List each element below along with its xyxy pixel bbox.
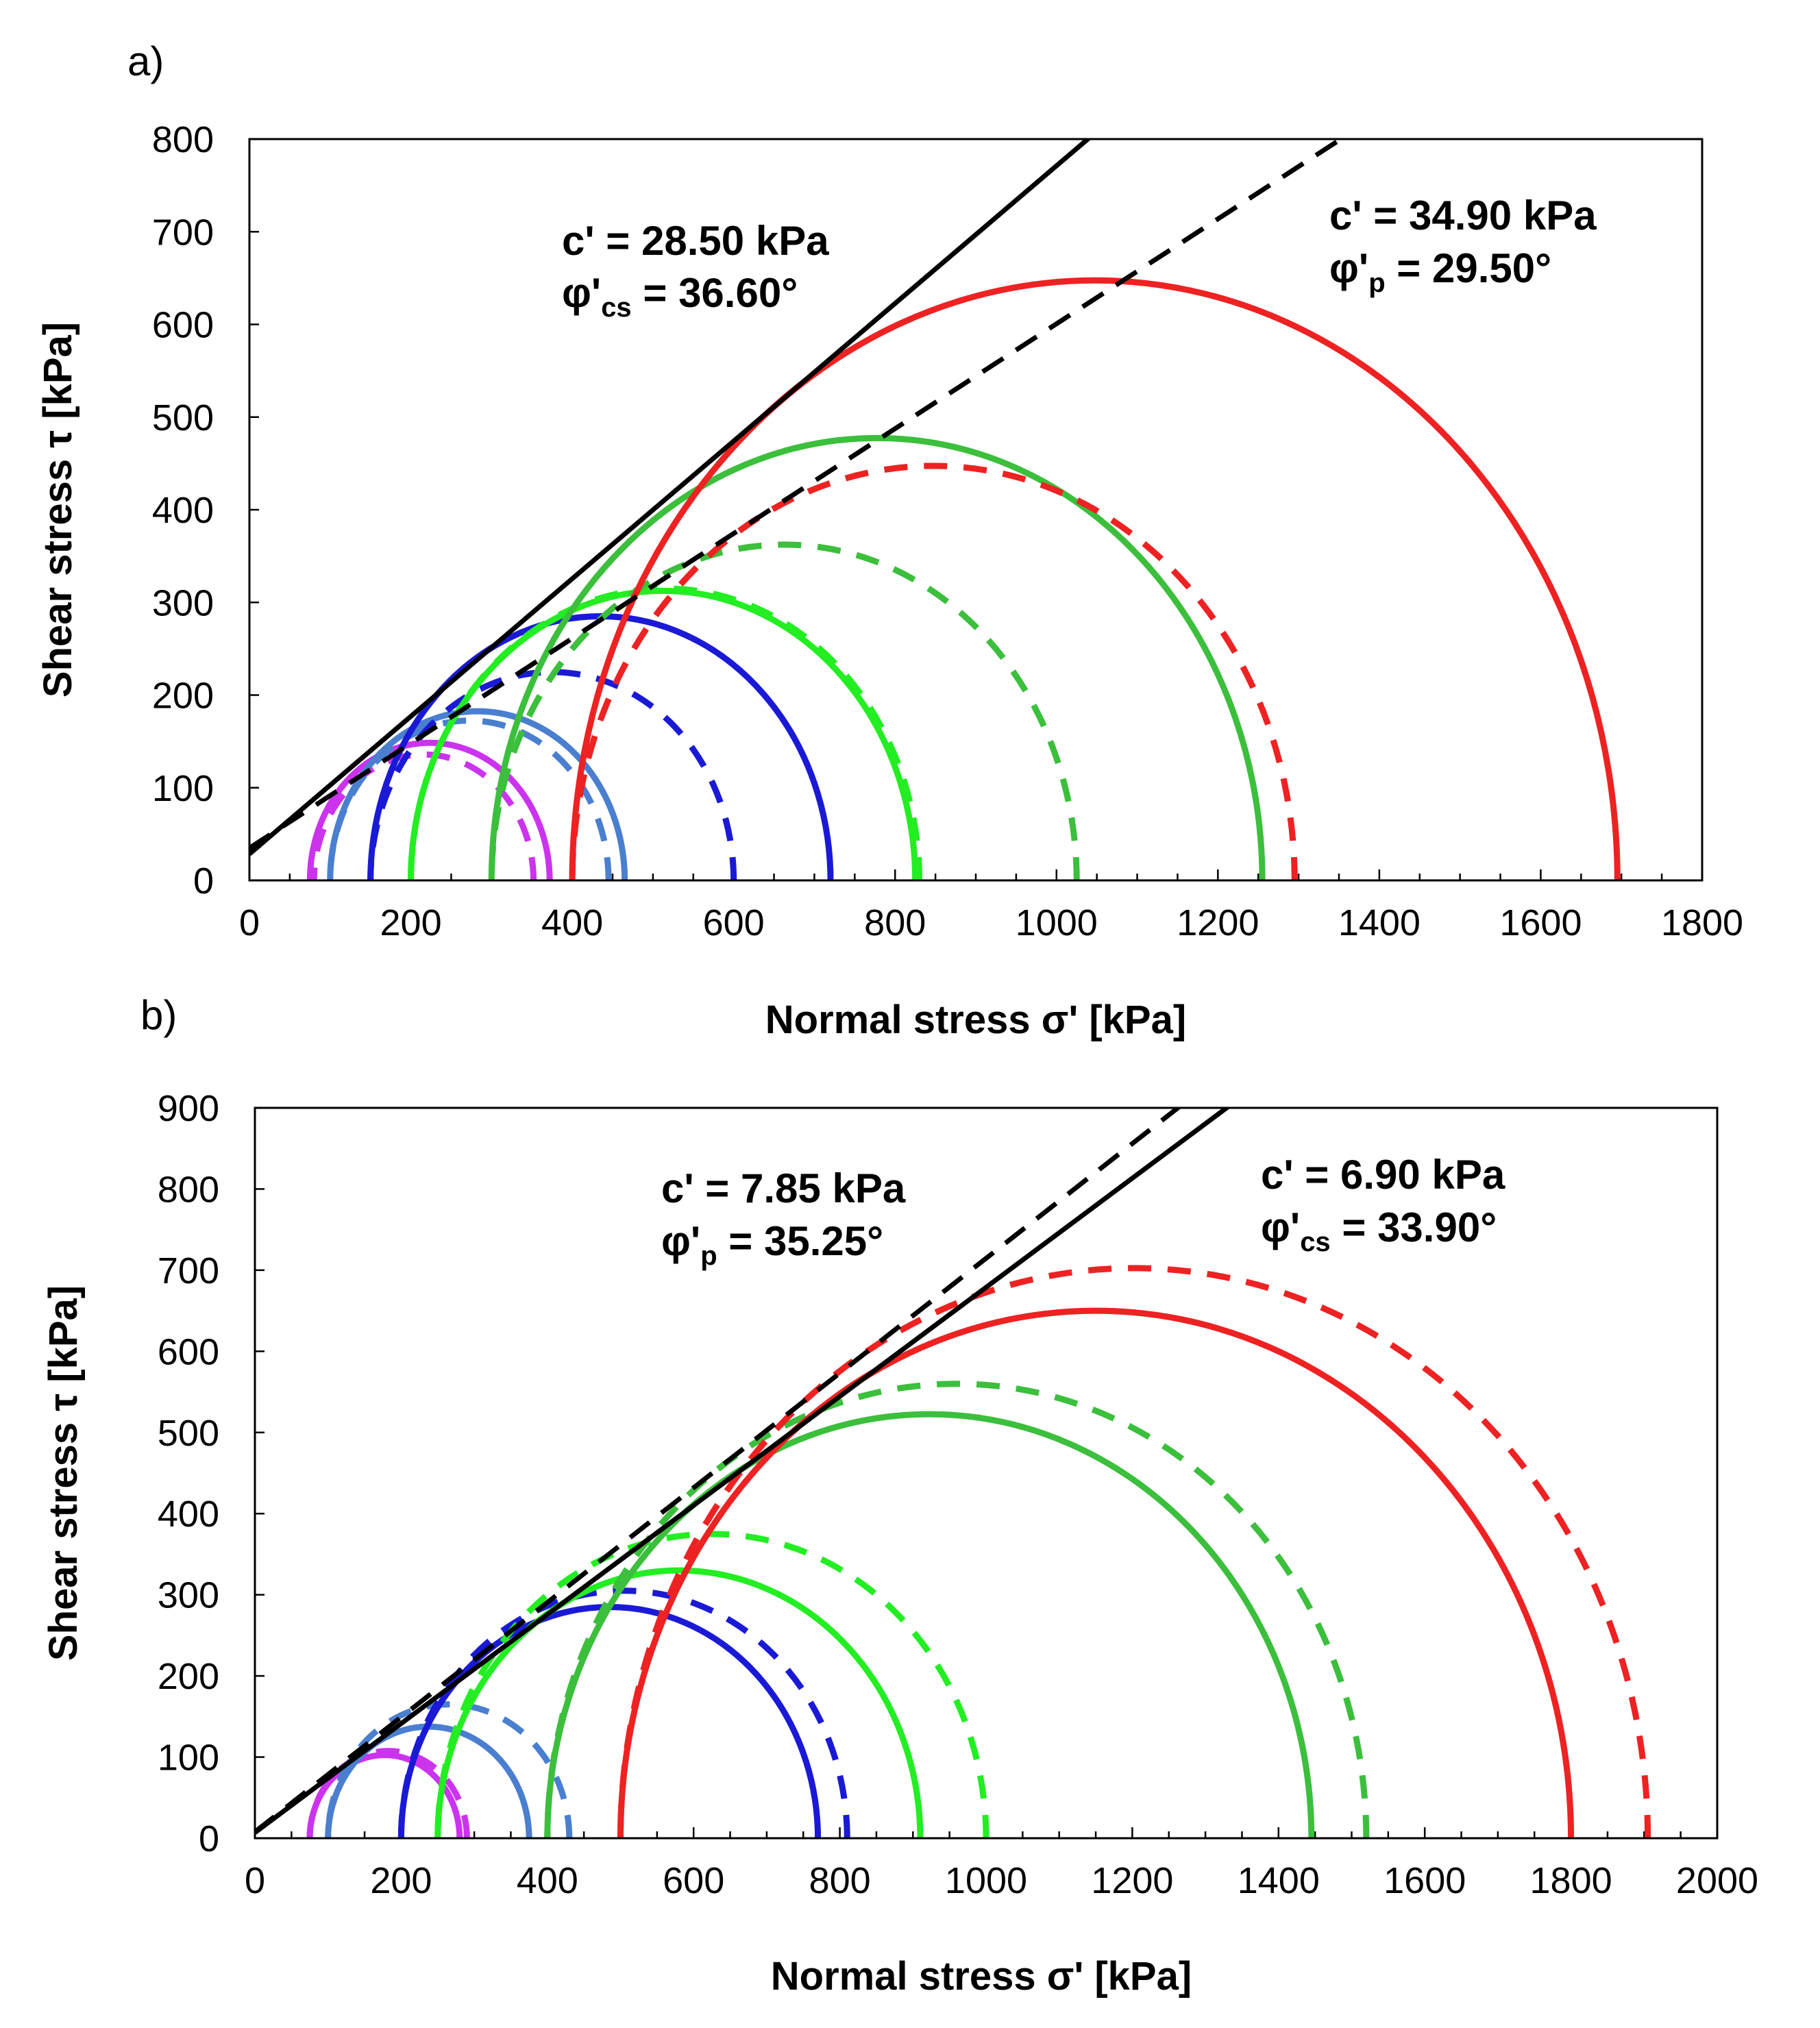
x-tick-label: 1800 xyxy=(1661,902,1743,943)
panel-b-plot-frame xyxy=(254,1106,1719,1840)
mohr-circle-solid xyxy=(306,1752,463,1838)
x-tick-label: 1000 xyxy=(1016,902,1098,943)
panel-b: b) 0 100 200 300 400 500 600 700 800 900 0 200 400 6… xyxy=(41,992,1758,1999)
panel-a-envelope-1-cohesion: c' = 28.50 kPa xyxy=(562,218,829,264)
y-tick-label: 200 xyxy=(152,676,214,717)
x-tick-label: 200 xyxy=(380,902,442,943)
y-tick-label: 400 xyxy=(152,490,214,531)
mohr-circle-solid xyxy=(434,1567,924,1838)
y-tick-label: 700 xyxy=(152,212,214,253)
x-tick-label: 1400 xyxy=(1338,902,1421,943)
panel-b-envelope-1-friction-angle: φ'p = 35.25° xyxy=(661,1218,883,1271)
mohr-circle-dashed xyxy=(325,1701,573,1838)
x-tick-label: 1600 xyxy=(1499,902,1582,943)
mohr-circle-solid xyxy=(488,435,1266,880)
mohr-circle-solid xyxy=(327,708,628,880)
failure-envelope-dashed xyxy=(249,139,1346,850)
panel-b-ticks xyxy=(254,1106,1719,1840)
x-tick-label: 1800 xyxy=(1530,1860,1612,1901)
x-tick-label: 600 xyxy=(703,902,765,943)
panel-a-x-axis-title: Normal stress σ' [kPa] xyxy=(765,998,1186,1042)
y-tick-label: 800 xyxy=(152,119,214,160)
panel-a-label: a) xyxy=(127,38,164,84)
panel-b-circles xyxy=(306,1265,1651,1838)
panel-b-label: b) xyxy=(140,992,177,1038)
x-tick-label: 1000 xyxy=(945,1860,1027,1901)
failure-envelope-solid xyxy=(249,139,1092,856)
x-tick-label: 800 xyxy=(809,1860,871,1901)
panel-a: a) 0 100 200 300 400 500 600 700 800 0 200 400 600 8… xyxy=(36,38,1743,1042)
panel-b-y-axis-title: Shear stress τ [kPa] xyxy=(41,1285,86,1661)
x-tick-label: 200 xyxy=(370,1860,432,1901)
y-tick-label: 400 xyxy=(158,1494,219,1535)
y-tick-label: 500 xyxy=(152,397,214,438)
mohr-circle-solid xyxy=(325,1723,532,1838)
mohr-circle-solid xyxy=(617,1307,1575,1838)
mohr-circle-solid xyxy=(306,739,553,880)
x-tick-label: 1600 xyxy=(1384,1860,1466,1901)
y-tick-label: 100 xyxy=(152,768,214,809)
x-tick-label: 800 xyxy=(864,902,926,943)
panel-b-envelope-1-cohesion: c' = 7.85 kPa xyxy=(661,1165,906,1211)
x-tick-label: 400 xyxy=(517,1860,578,1901)
panel-a-envelope-2-cohesion: c' = 34.90 kPa xyxy=(1329,193,1597,238)
mohr-circle-dashed xyxy=(434,1531,989,1838)
panel-a-envelope-2-friction-angle: φ'p = 29.50° xyxy=(1329,245,1551,298)
y-tick-label: 600 xyxy=(152,305,214,346)
mohr-circle-dashed xyxy=(544,1381,1370,1838)
mohr-circle-dashed xyxy=(310,751,537,880)
panel-b-x-tick-labels: 0 200 400 600 800 1000 1200 1400 1600 1800 2000 xyxy=(245,1860,1758,1901)
x-tick-label: 2000 xyxy=(1676,1860,1758,1901)
y-tick-label: 0 xyxy=(193,861,214,902)
panel-a-plot-area xyxy=(249,139,1702,880)
x-tick-label: 0 xyxy=(239,902,260,943)
panel-b-envelope-2-friction-angle: φ'cs = 33.90° xyxy=(1261,1204,1497,1257)
panel-a-plot-frame xyxy=(248,138,1704,882)
failure-envelope-solid xyxy=(255,1108,1231,1835)
y-tick-label: 200 xyxy=(158,1656,219,1697)
x-tick-label: 1200 xyxy=(1177,902,1259,943)
panel-b-envelope-2-cohesion: c' = 6.90 kPa xyxy=(1261,1152,1505,1198)
panel-a-x-tick-labels: 0 200 400 600 800 1000 1200 1400 1600 1800 xyxy=(239,902,1743,943)
mohr-circle-dashed xyxy=(408,585,923,880)
y-tick-label: 500 xyxy=(158,1413,219,1454)
y-tick-label: 700 xyxy=(158,1250,219,1291)
panel-a-envelopes xyxy=(249,139,1346,856)
panel-a-y-axis-title: Shear stress τ [kPa] xyxy=(36,322,80,697)
x-tick-label: 1200 xyxy=(1091,1860,1173,1901)
panel-a-envelope-1-friction-angle: φ'cs = 36.60° xyxy=(562,270,798,323)
mohr-circle-dashed xyxy=(617,1265,1651,1838)
mohr-circle-solid xyxy=(572,280,1617,880)
x-tick-label: 1400 xyxy=(1238,1860,1320,1901)
mohr-circle-solid xyxy=(408,587,919,880)
y-tick-label: 100 xyxy=(158,1738,219,1779)
y-tick-label: 600 xyxy=(158,1331,219,1372)
panel-b-x-axis-title: Normal stress σ' [kPa] xyxy=(771,1954,1192,1999)
panel-a-circles xyxy=(306,280,1617,880)
panel-b-y-tick-labels: 0 100 200 300 400 500 600 700 800 900 xyxy=(158,1088,219,1859)
panel-b-plot-area xyxy=(255,1108,1651,1838)
panel-a-y-tick-labels: 0 100 200 300 400 500 600 700 800 xyxy=(152,119,214,902)
y-tick-label: 800 xyxy=(158,1169,219,1210)
y-tick-label: 300 xyxy=(158,1575,219,1616)
x-tick-label: 400 xyxy=(541,902,603,943)
failure-envelope-dashed xyxy=(255,1108,1182,1834)
x-tick-label: 600 xyxy=(663,1860,724,1901)
mohr-circle-dashed xyxy=(572,466,1294,880)
y-tick-label: 900 xyxy=(158,1088,219,1129)
mohr-circle-dashed xyxy=(488,541,1080,880)
mohr-circle-dashed xyxy=(367,669,737,880)
y-tick-label: 0 xyxy=(199,1818,219,1859)
y-tick-label: 300 xyxy=(152,582,214,623)
x-tick-label: 0 xyxy=(245,1860,265,1901)
panel-b-envelopes xyxy=(255,1108,1231,1835)
